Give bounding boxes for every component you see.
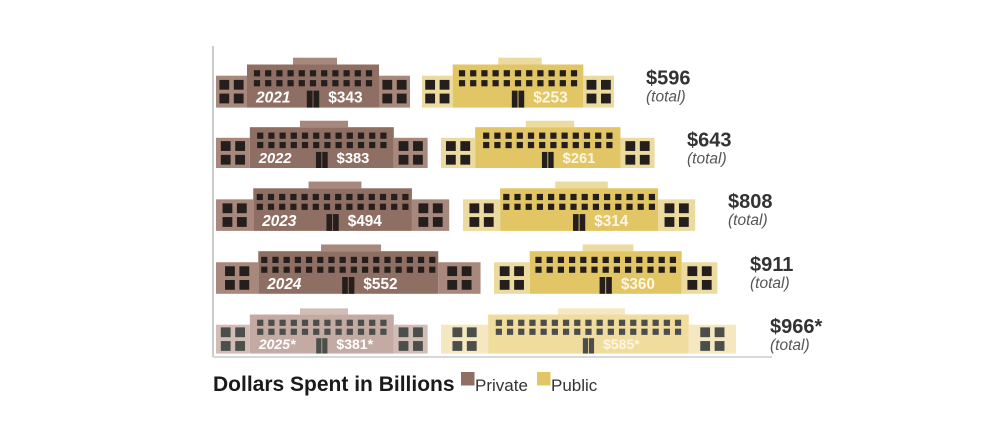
svg-text:Dollars Spent in Billions: Dollars Spent in Billions (213, 373, 455, 396)
svg-text:$253: $253 (533, 90, 568, 107)
svg-text:2023: 2023 (261, 213, 297, 230)
svg-text:$360: $360 (621, 276, 655, 293)
svg-text:(total): (total) (750, 275, 790, 292)
svg-text:$314: $314 (594, 213, 629, 230)
svg-text:$343: $343 (328, 90, 363, 107)
svg-text:2022: 2022 (258, 151, 293, 167)
svg-text:2025*: 2025* (258, 336, 296, 352)
svg-text:Public: Public (551, 376, 598, 395)
svg-text:$494: $494 (348, 213, 383, 230)
svg-text:$911: $911 (750, 254, 793, 276)
svg-text:$808: $808 (728, 191, 773, 213)
svg-text:(total): (total) (728, 212, 768, 229)
svg-text:$585*: $585* (603, 336, 640, 352)
svg-text:$643: $643 (687, 129, 732, 151)
svg-text:2021: 2021 (255, 90, 290, 107)
svg-text:(total): (total) (687, 150, 727, 167)
svg-text:$596: $596 (646, 68, 691, 90)
svg-text:$966*: $966* (770, 316, 822, 338)
svg-text:$381*: $381* (336, 336, 373, 352)
svg-text:$383: $383 (337, 151, 370, 167)
svg-text:$261: $261 (563, 151, 596, 167)
svg-text:(total): (total) (646, 89, 686, 106)
svg-text:2024: 2024 (266, 276, 302, 293)
svg-text:$552: $552 (363, 276, 397, 293)
svg-text:Private: Private (475, 376, 528, 395)
svg-text:(total): (total) (770, 337, 810, 354)
